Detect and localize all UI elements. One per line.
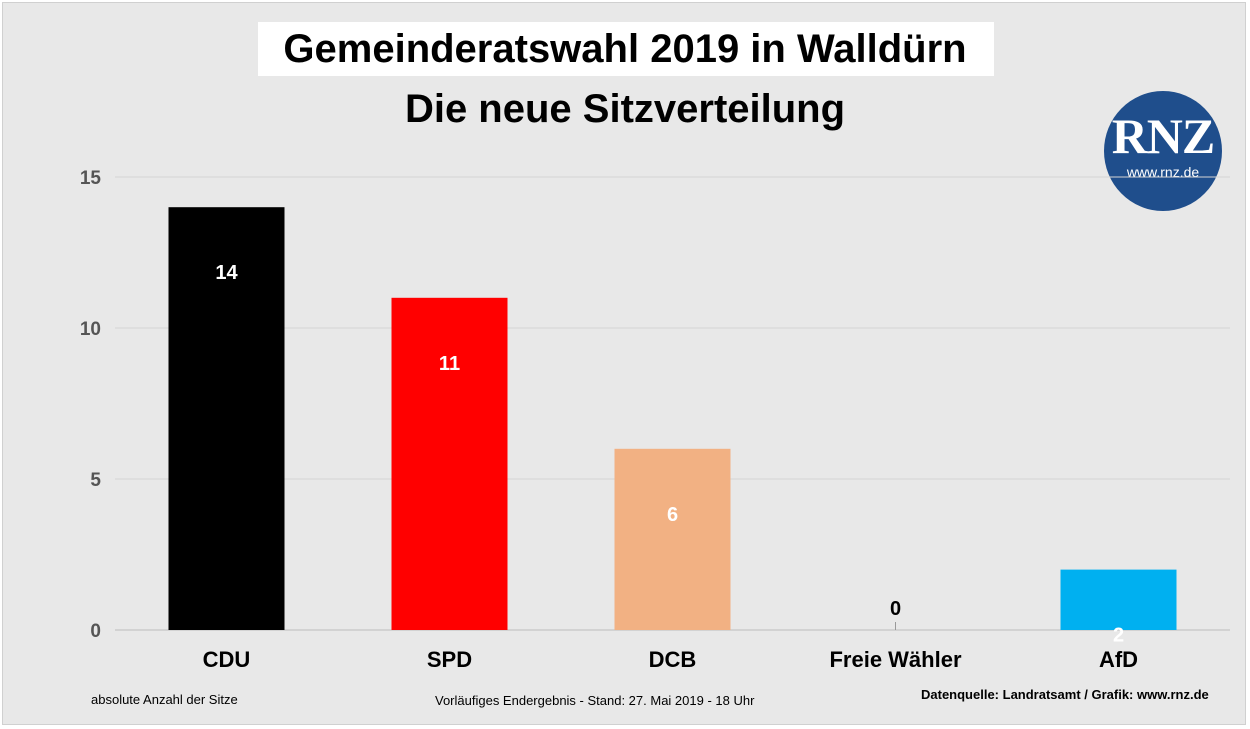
x-tick-label: SPD: [427, 647, 472, 672]
y-tick-label: 5: [90, 470, 101, 491]
title-highlight: [258, 22, 994, 76]
bar: [1060, 569, 1177, 630]
x-tick-label: Freie Wähler: [829, 647, 961, 672]
y-tick-label: 10: [80, 319, 101, 340]
y-tick-label: 0: [90, 621, 101, 642]
data-label: 0: [890, 598, 901, 620]
bar: [391, 297, 508, 630]
rnz-logo: RNZ www.rnz.de: [1104, 91, 1222, 211]
bar: [168, 207, 285, 630]
logo-url: www.rnz.de: [1126, 164, 1200, 180]
x-tick-label: CDU: [203, 647, 251, 672]
y-tick-label: 15: [80, 168, 102, 189]
data-label: 14: [215, 262, 238, 284]
chart-title: Gemeinderatswahl 2019 in Walldürn: [283, 27, 967, 71]
footer-source: Datenquelle: Landratsamt / Grafik: www.r…: [921, 687, 1209, 702]
data-label: 2: [1113, 625, 1124, 647]
x-tick-label: AfD: [1099, 647, 1138, 672]
logo-wordmark: RNZ: [1111, 108, 1216, 164]
data-label: 6: [667, 504, 678, 526]
chart-subtitle: Die neue Sitzverteilung: [404, 87, 846, 131]
x-tick-label: DCB: [649, 647, 697, 672]
footer-note-middle: Vorläufiges Endergebnis - Stand: 27. Mai…: [435, 693, 755, 708]
footer-note-left: absolute Anzahl der Sitze: [91, 692, 238, 707]
data-label: 11: [439, 353, 460, 375]
bar: [614, 448, 731, 630]
